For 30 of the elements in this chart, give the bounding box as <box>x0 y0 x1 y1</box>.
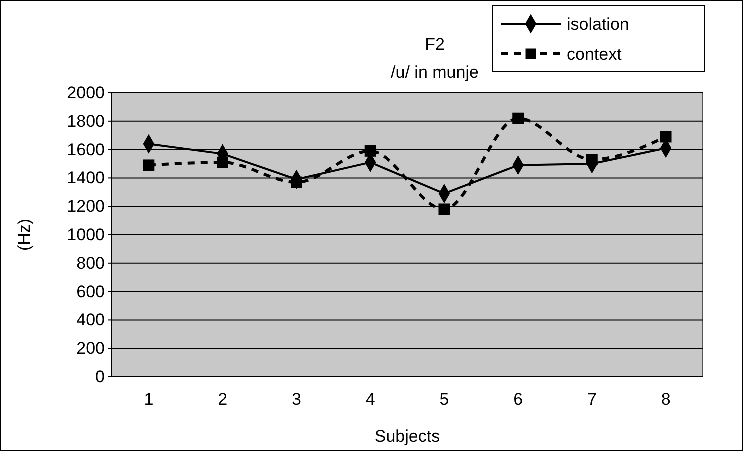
x-tick-label: 6 <box>514 390 524 410</box>
y-tick-label: 1400 <box>67 168 105 188</box>
chart-subtitle: /u/ in munje <box>391 63 479 82</box>
x-tick-label: 8 <box>661 390 671 410</box>
y-tick-label: 1000 <box>67 225 105 244</box>
legend-label: context <box>567 45 622 64</box>
y-tick-label: 2000 <box>67 83 105 102</box>
y-tick-label: 1200 <box>67 197 105 216</box>
y-tick-label: 200 <box>76 339 105 358</box>
x-axis-title: Subjects <box>374 427 440 446</box>
point <box>660 131 672 143</box>
y-tick-label: 600 <box>76 282 105 302</box>
x-tick-label: 4 <box>366 390 376 410</box>
point <box>438 204 450 216</box>
y-tick-label: 0 <box>96 367 105 386</box>
y-tick-label: 1600 <box>67 140 105 160</box>
x-tick-label: 1 <box>144 390 154 410</box>
y-tick-label: 1800 <box>67 112 105 131</box>
y-axis-title: (Hz) <box>15 218 34 252</box>
point <box>512 112 524 124</box>
y-tick-label: 400 <box>76 310 105 330</box>
x-tick-label: 5 <box>440 390 450 410</box>
legend-label: isolation <box>567 15 630 34</box>
x-tick-label: 7 <box>587 390 597 410</box>
x-tick-label: 3 <box>292 390 302 410</box>
x-tick-label: 2 <box>218 390 228 410</box>
point <box>364 146 376 157</box>
y-tick-label: 800 <box>76 254 105 273</box>
point <box>143 160 155 172</box>
chart-title: F2 <box>425 35 445 54</box>
